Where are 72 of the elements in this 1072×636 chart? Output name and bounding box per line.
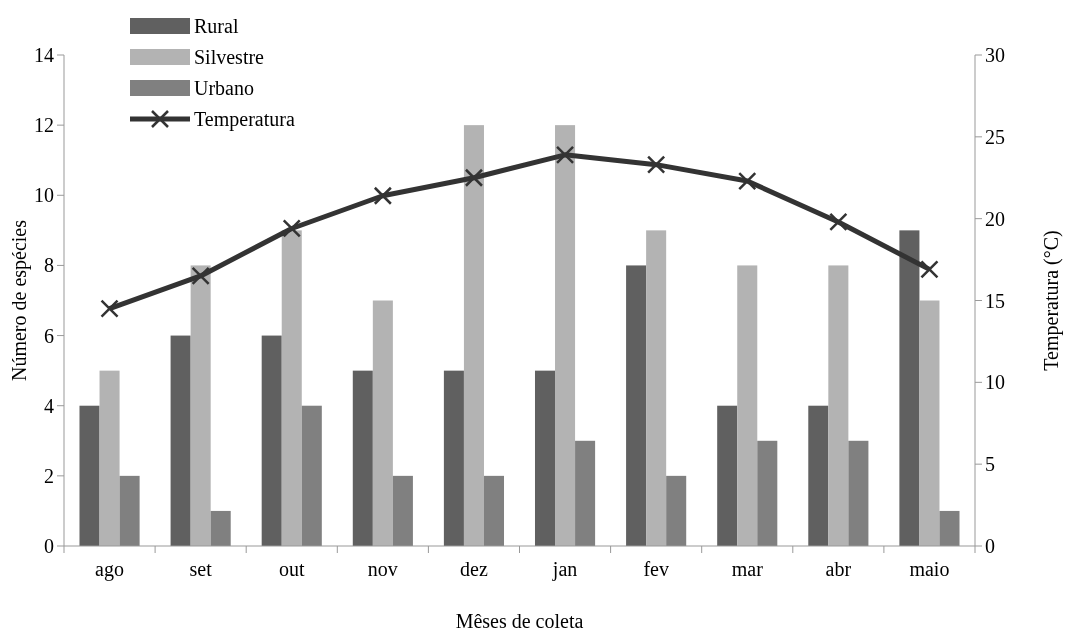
bar xyxy=(392,475,413,546)
y2-tick-label: 25 xyxy=(985,125,1005,148)
y2-tick-label: 15 xyxy=(985,289,1005,312)
y2-tick-label: 5 xyxy=(985,453,995,476)
bar xyxy=(575,440,596,546)
legend-label: Urbano xyxy=(194,77,254,99)
x-tick-label: out xyxy=(278,558,305,580)
bar xyxy=(899,230,920,546)
bar xyxy=(261,335,282,546)
point xyxy=(282,219,301,238)
bar xyxy=(352,370,373,546)
point xyxy=(100,299,119,318)
point xyxy=(555,145,575,165)
bar xyxy=(666,475,687,546)
point xyxy=(829,212,848,232)
bar xyxy=(646,230,667,546)
bar xyxy=(79,405,100,546)
bar xyxy=(828,265,849,546)
point xyxy=(464,168,484,187)
x-axis-title: Mêses de coleta xyxy=(455,610,584,632)
bar xyxy=(372,300,393,546)
y-tick-label: 6 xyxy=(44,324,54,347)
point xyxy=(373,186,393,205)
bar xyxy=(757,440,778,546)
bar xyxy=(210,510,231,546)
x-tick-label: abr xyxy=(825,558,852,580)
bar xyxy=(737,265,758,546)
bar xyxy=(555,125,576,546)
legend-label: Silvestre xyxy=(194,46,265,68)
bar xyxy=(848,440,869,546)
bar xyxy=(919,300,940,546)
legend-label: Temperatura xyxy=(194,108,295,131)
bar xyxy=(281,230,302,546)
point xyxy=(191,266,210,286)
y-tick-label: 4 xyxy=(44,394,54,417)
y-tick-label: 0 xyxy=(44,535,54,557)
x-tick-label: ago xyxy=(95,558,124,581)
y-tick-label: 12 xyxy=(34,114,54,137)
bar xyxy=(626,265,647,546)
y2-tick-label: 0 xyxy=(985,535,995,557)
x-tick-label: jan xyxy=(551,558,578,581)
legend-label: Rural xyxy=(194,15,239,37)
x-tick-label: mar xyxy=(731,558,764,580)
bar xyxy=(99,370,120,546)
bar xyxy=(717,405,738,546)
y2-axis-title: Temperatura (°C) xyxy=(1040,230,1063,371)
y2-tick-label: 30 xyxy=(985,44,1005,66)
y-tick-label: 8 xyxy=(44,254,54,277)
y-axis-title: Número de espécies xyxy=(8,219,31,382)
y2-tick-label: 20 xyxy=(985,207,1005,230)
bar xyxy=(463,125,484,546)
x-tick-label: dez xyxy=(460,558,488,580)
x-tick-label: fev xyxy=(643,558,669,580)
point xyxy=(646,155,666,174)
y-tick-label: 2 xyxy=(44,464,54,487)
bar xyxy=(190,265,211,546)
bar xyxy=(483,475,505,546)
point xyxy=(738,171,757,191)
x-tick-label: nov xyxy=(367,558,398,580)
bar xyxy=(170,335,191,546)
bar xyxy=(939,510,960,546)
y2-tick-label: 10 xyxy=(985,371,1005,394)
bar xyxy=(301,405,322,546)
bar xyxy=(119,475,140,546)
y-tick-label: 10 xyxy=(34,184,54,207)
bar xyxy=(808,405,829,546)
bar xyxy=(443,370,464,546)
point xyxy=(920,260,939,279)
x-tick-label: set xyxy=(189,558,213,580)
y-tick-label: 14 xyxy=(34,44,54,66)
x-tick-label: maio xyxy=(909,558,950,580)
bar xyxy=(534,370,556,546)
